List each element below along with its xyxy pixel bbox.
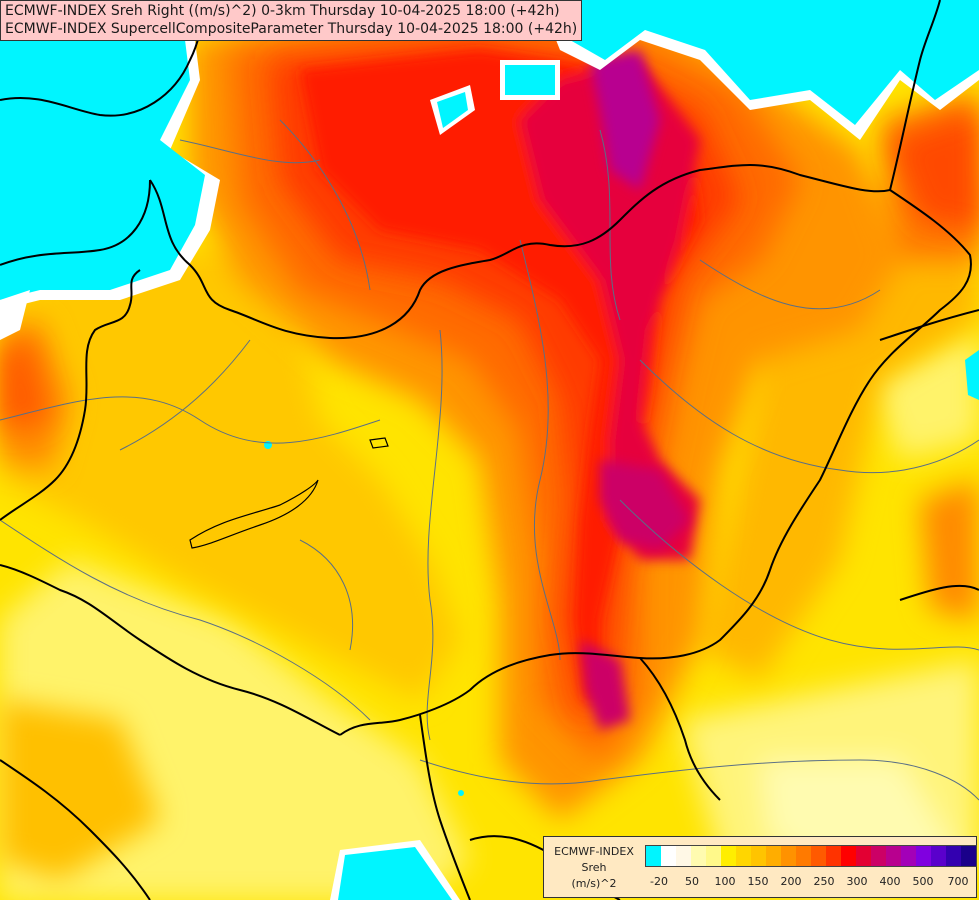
legend-swatch — [841, 846, 856, 866]
legend-tick-label: 200 — [780, 875, 802, 888]
legend-swatch — [886, 846, 901, 866]
legend-tick-label: -20 — [650, 875, 668, 888]
legend-unit: (m/s)^2 — [571, 877, 617, 890]
legend-title-1: ECMWF-INDEX — [554, 845, 634, 858]
legend-swatch — [901, 846, 916, 866]
legend-tick-label: 400 — [879, 875, 901, 888]
legend-swatch — [961, 846, 976, 866]
legend-color-bar — [645, 845, 977, 867]
legend-swatch — [871, 846, 886, 866]
legend-tick-label: 700 — [947, 875, 969, 888]
field-red — [300, 50, 700, 700]
legend-title-2: Sreh — [581, 861, 607, 874]
legend-swatch — [781, 846, 796, 866]
chart-title-box: ECMWF-INDEX Sreh Right ((m/s)^2) 0-3km T… — [0, 0, 583, 41]
legend-swatch — [826, 846, 841, 866]
title-line-2: ECMWF-INDEX SupercellCompositeParameter … — [5, 21, 578, 37]
legend-swatch — [751, 846, 766, 866]
legend-tick-label: 100 — [714, 875, 736, 888]
legend-swatch — [766, 846, 781, 866]
legend-swatch — [946, 846, 961, 866]
legend-swatch — [721, 846, 736, 866]
lake-outline — [189, 437, 389, 549]
color-legend: ECMWF-INDEX Sreh (m/s)^2 -20 50 100 150 200 2… — [543, 836, 977, 898]
legend-swatch — [916, 846, 931, 866]
field-magenta — [580, 50, 690, 730]
legend-swatch — [796, 846, 811, 866]
legend-tick-label: 50 — [685, 875, 699, 888]
legend-swatch — [856, 846, 871, 866]
legend-swatch — [676, 846, 691, 866]
legend-swatch — [661, 846, 676, 866]
legend-swatch — [931, 846, 946, 866]
legend-swatch — [706, 846, 721, 866]
legend-tick-label: 250 — [813, 875, 835, 888]
legend-swatch — [811, 846, 826, 866]
legend-tick-labels: -20 50 100 150 200 250 300 400 500 700 — [645, 875, 975, 889]
legend-tick-label: 150 — [747, 875, 769, 888]
legend-swatch — [691, 846, 706, 866]
legend-tick-label: 300 — [846, 875, 868, 888]
legend-swatch — [646, 846, 661, 866]
title-line-1: ECMWF-INDEX Sreh Right ((m/s)^2) 0-3km T… — [5, 3, 560, 19]
legend-tick-label: 500 — [912, 875, 934, 888]
legend-swatch — [736, 846, 751, 866]
